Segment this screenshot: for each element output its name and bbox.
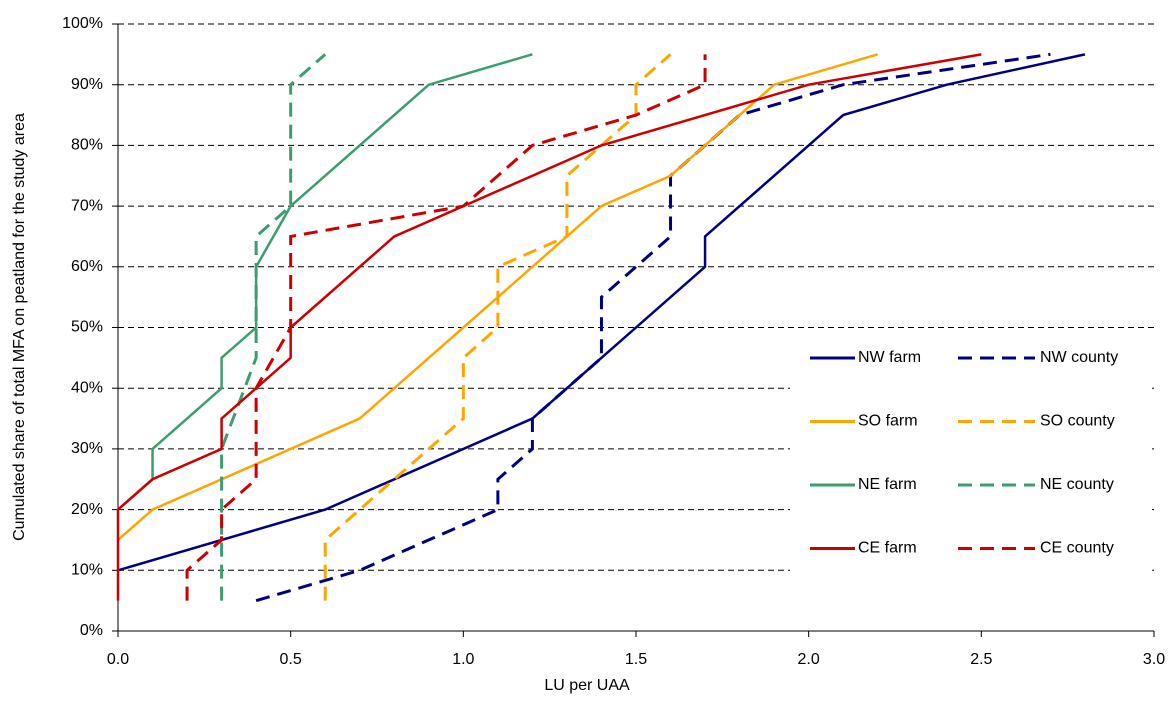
x-tick-label: 2.0 [798,651,820,668]
legend-label: CE farm [858,540,917,557]
y-tick-label: 40% [71,379,103,396]
y-tick-label: 20% [71,501,103,518]
x-tick-label: 1.0 [452,651,474,668]
x-axis-label: LU per UAA [544,677,630,694]
x-tick-label: 0.0 [107,651,129,668]
series-line [220,53,327,601]
legend-label: NW county [1040,349,1118,366]
y-tick-label: 10% [71,562,103,579]
y-tick-label: 70% [71,197,103,214]
y-tick-label: 90% [71,76,103,93]
y-tick-label: 80% [71,137,103,154]
series-line [117,53,533,511]
y-tick-label: 30% [71,440,103,457]
series-line [116,53,982,601]
y-tick-label: 100% [62,15,103,32]
legend-label: SO county [1040,413,1115,430]
series-line [185,54,707,601]
legend-label: CE county [1040,540,1114,557]
legend-label: NE farm [858,476,917,493]
legend-label: NE county [1040,476,1114,493]
x-tick-label: 1.5 [625,651,647,668]
y-tick-label: 0% [80,622,103,639]
legend-label: SO farm [858,413,918,430]
legend-label: NW farm [858,349,921,366]
y-axis-label: Cumulated share of total MFA on peatland… [11,113,28,541]
x-tick-label: 3.0 [1143,651,1165,668]
y-tick-label: 60% [71,258,103,275]
legend-box [790,332,1152,596]
y-tick-label: 50% [71,319,103,336]
x-tick-label: 0.5 [280,651,302,668]
series-line [117,53,1086,572]
x-tick-label: 2.5 [970,651,992,668]
